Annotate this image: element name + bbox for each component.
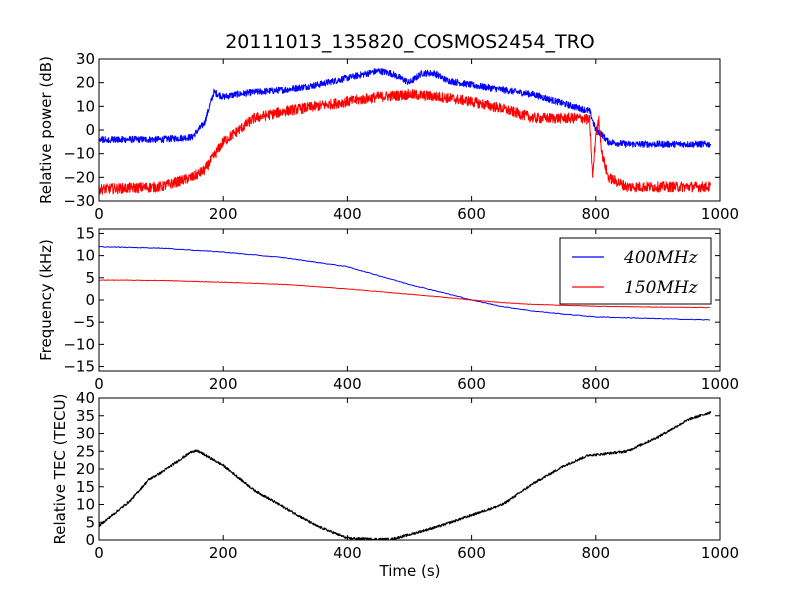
legend-label-150mhz: 150MHz xyxy=(624,278,699,298)
frequency-panel: 0 200 400 600 800 1000 15 10 5 0 −5 −10 −15 Frequen… xyxy=(37,224,739,393)
power-y-tick-label: 20 xyxy=(76,74,95,92)
power-x-tick-label: 200 xyxy=(209,205,238,223)
power-y-ticks: 30 20 10 0 −10 −20 −30 xyxy=(63,50,720,210)
figure-title: 20111013_135820_COSMOS2454_TRO xyxy=(225,31,595,53)
frequency-y-ticks: 15 10 5 0 −5 −10 −15 xyxy=(63,224,720,376)
tec-series-0-line xyxy=(99,411,712,540)
tec-x-tick-label: 1000 xyxy=(701,544,739,562)
frequency-x-tick-label: 600 xyxy=(457,375,486,393)
tec-y-tick-label: 0 xyxy=(85,531,95,549)
power-series-0-line xyxy=(99,68,712,148)
frequency-y-axis-label: Frequency (kHz) xyxy=(37,239,55,361)
tec-y-tick-label: 10 xyxy=(76,496,95,514)
power-x-tick-label: 800 xyxy=(581,205,610,223)
tec-plot xyxy=(99,411,712,540)
tec-x-tick-label: 400 xyxy=(333,544,362,562)
power-x-ticks: 0 200 400 600 800 1000 xyxy=(94,59,739,223)
tec-x-ticks: 0 200 400 600 800 1000 xyxy=(94,398,739,562)
power-x-tick-label: 600 xyxy=(457,205,486,223)
power-plot xyxy=(99,68,712,195)
frequency-y-tick-label: −10 xyxy=(63,335,95,353)
power-y-tick-label: 10 xyxy=(76,97,95,115)
power-x-tick-label: 0 xyxy=(94,205,104,223)
power-y-tick-label: −10 xyxy=(63,145,95,163)
tec-x-tick-label: 200 xyxy=(209,544,238,562)
tec-x-tick-label: 600 xyxy=(457,544,486,562)
tec-y-tick-label: 15 xyxy=(76,478,95,496)
frequency-x-tick-label: 400 xyxy=(333,375,362,393)
power-y-axis-label: Relative power (dB) xyxy=(37,56,55,204)
power-panel: 0 200 400 600 800 1000 30 20 10 0 −10 −20 −30 Relat… xyxy=(37,50,739,223)
power-x-tick-label: 400 xyxy=(333,205,362,223)
frequency-y-tick-label: 10 xyxy=(76,247,95,265)
frequency-series-1-line xyxy=(99,279,711,309)
frequency-x-tick-label: 1000 xyxy=(701,375,739,393)
power-y-tick-label: 0 xyxy=(85,121,95,139)
power-y-tick-label: 30 xyxy=(76,50,95,68)
frequency-x-tick-label: 0 xyxy=(94,375,104,393)
legend-box xyxy=(559,237,712,305)
tec-x-tick-label: 800 xyxy=(581,544,610,562)
power-series-1-line xyxy=(99,88,712,195)
tec-y-tick-label: 5 xyxy=(85,513,95,531)
frequency-y-tick-label: 5 xyxy=(85,269,95,287)
frequency-y-tick-label: 0 xyxy=(85,291,95,309)
tec-y-tick-label: 20 xyxy=(76,460,95,478)
power-y-tick-label: −20 xyxy=(63,168,95,186)
tec-axes-frame xyxy=(98,397,721,541)
frequency-plot xyxy=(99,246,711,321)
tec-y-axis-label: Relative TEC (TECU) xyxy=(51,394,69,545)
power-x-tick-label: 1000 xyxy=(701,205,739,223)
tec-x-tick-label: 0 xyxy=(94,544,104,562)
frequency-y-tick-label: −5 xyxy=(73,313,95,331)
frequency-x-tick-label: 800 xyxy=(581,375,610,393)
power-y-tick-label: −30 xyxy=(63,192,95,210)
frequency-y-tick-label: −15 xyxy=(63,358,95,376)
frequency-series-0-line xyxy=(99,246,711,321)
tec-y-tick-label: 25 xyxy=(76,442,95,460)
tec-y-tick-label: 40 xyxy=(76,389,95,407)
frequency-y-tick-label: 15 xyxy=(76,224,95,242)
tec-x-axis-label: Time (s) xyxy=(379,562,441,580)
frequency-x-ticks: 0 200 400 600 800 1000 xyxy=(94,229,739,393)
legend-label-400mhz: 400MHz xyxy=(623,248,699,268)
tec-y-tick-label: 35 xyxy=(76,407,95,425)
frequency-x-tick-label: 200 xyxy=(209,375,238,393)
frequency-legend: 400MHz 150MHz xyxy=(559,237,712,305)
tec-y-tick-label: 30 xyxy=(76,425,95,443)
